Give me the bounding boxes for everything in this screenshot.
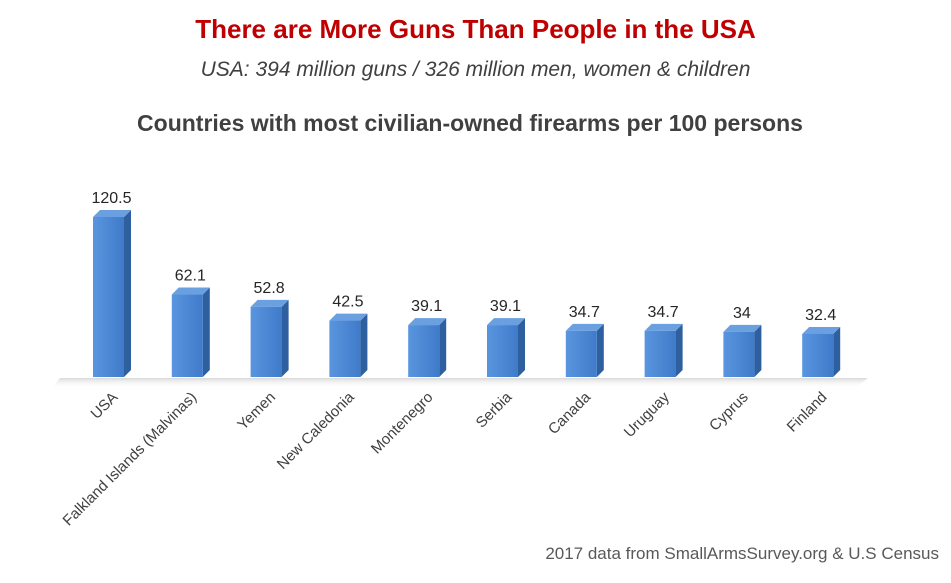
bar-side <box>124 210 131 377</box>
bar-front <box>644 330 676 377</box>
bar-top <box>565 323 604 331</box>
category-label: New Caledonia <box>274 388 358 472</box>
category-label: Cyprus <box>706 389 752 435</box>
bar-side <box>518 318 525 377</box>
bar-side <box>439 318 447 377</box>
bar-side <box>754 324 762 377</box>
category-label: Canada <box>545 388 595 438</box>
chart-title: There are More Guns Than People in the U… <box>195 14 756 44</box>
bars-group <box>93 210 841 377</box>
bar-front <box>93 217 124 377</box>
bar-front <box>250 306 282 377</box>
bar-6 <box>565 323 604 377</box>
category-label: Finland <box>784 389 831 436</box>
bar-front <box>408 325 440 377</box>
bar-side <box>202 287 210 377</box>
bar-7 <box>644 323 683 377</box>
bar-4 <box>408 318 447 377</box>
bar-side <box>833 326 841 377</box>
bar-5 <box>487 318 525 377</box>
bar-8 <box>723 324 762 377</box>
bar-0 <box>93 210 131 377</box>
chart-heading: Countries with most civilian-owned firea… <box>137 110 803 136</box>
bar-front <box>171 294 203 377</box>
bar-front <box>329 320 361 377</box>
bar-top <box>802 326 841 334</box>
bar-front <box>487 325 518 377</box>
value-label: 42.5 <box>332 294 363 311</box>
bar-top <box>487 318 525 326</box>
value-label: 34 <box>733 305 751 322</box>
value-label: 32.4 <box>805 307 836 324</box>
value-label: 52.8 <box>254 280 285 297</box>
bar-side <box>596 323 604 377</box>
bar-side <box>281 299 289 377</box>
category-label: Uruguay <box>621 388 673 440</box>
bar-top <box>93 210 131 217</box>
value-labels-group: 120.5 62.1 52.8 42.5 39.1 39.1 34.7 34.7 34 32.4 <box>91 190 836 324</box>
chart-subtitle: USA: 394 million guns / 326 million men,… <box>200 58 751 81</box>
value-label: 34.7 <box>569 304 600 321</box>
bar-2 <box>250 299 289 377</box>
chart-floor <box>52 378 868 388</box>
bar-top <box>329 313 368 321</box>
bar-front <box>802 333 834 377</box>
category-label: Serbia <box>473 388 516 431</box>
bar-9 <box>802 326 841 377</box>
value-label: 39.1 <box>490 298 521 315</box>
category-label: Falkland Islands (Malvinas) <box>60 389 201 530</box>
bar-front <box>565 330 597 377</box>
category-label: USA <box>87 389 121 423</box>
bar-3 <box>329 313 368 377</box>
category-label: Montenegro <box>368 389 437 458</box>
bar-1 <box>171 287 210 377</box>
bar-top <box>723 324 762 332</box>
category-label: Yemen <box>234 389 279 434</box>
value-label: 120.5 <box>91 190 131 207</box>
bar-top <box>644 323 683 331</box>
bar-top <box>171 287 210 295</box>
value-label: 62.1 <box>175 268 206 285</box>
bar-top <box>408 318 447 326</box>
value-label: 34.7 <box>648 304 679 321</box>
bar-side <box>675 323 683 377</box>
bar-front <box>723 331 755 377</box>
bar-top <box>250 299 289 307</box>
bar-side <box>360 313 368 377</box>
source-note: 2017 data from SmallArmsSurvey.org & U.S… <box>545 544 939 563</box>
value-label: 39.1 <box>411 298 442 315</box>
